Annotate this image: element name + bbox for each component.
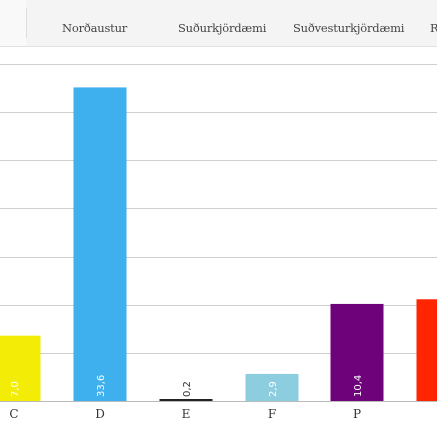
- gridlines: [0, 64, 437, 354]
- bar-E[interactable]: [159, 399, 213, 401]
- bar-partial[interactable]: [416, 299, 437, 401]
- value-label-C: 7,0: [10, 381, 21, 397]
- tab-sudvesturkjordaemi[interactable]: Suðvesturkjördæmi: [293, 21, 405, 35]
- bars: [0, 87, 437, 402]
- category-label-P: P: [353, 407, 361, 421]
- bar-C[interactable]: [0, 335, 41, 401]
- bar-P[interactable]: [330, 303, 384, 401]
- value-label-D: 33,6: [96, 375, 107, 397]
- bar-F[interactable]: [245, 373, 299, 401]
- tab-divider: [26, 8, 27, 38]
- tab-active-partial[interactable]: [0, 0, 26, 46]
- tab-reykjavik-partial[interactable]: R: [430, 21, 437, 35]
- category-label-F: F: [268, 407, 276, 421]
- category-label-E: E: [182, 407, 191, 421]
- bar-D[interactable]: [73, 87, 127, 402]
- bar-value-labels: 7,0 33,6 0,2 2,9 10,4: [10, 375, 364, 397]
- tab-nordaustur[interactable]: Norðaustur: [62, 21, 128, 35]
- constituency-tab-bar: Norðaustur Suðurkjördæmi Suðvesturkjördæ…: [0, 0, 437, 47]
- category-label-C: C: [9, 407, 18, 421]
- value-label-F: 2,9: [268, 381, 279, 397]
- tab-sudurkjordaemi[interactable]: Suðurkjördæmi: [178, 21, 267, 35]
- category-label-D: D: [95, 407, 105, 421]
- value-label-E: 0,2: [182, 381, 193, 397]
- value-label-P: 10,4: [353, 375, 364, 397]
